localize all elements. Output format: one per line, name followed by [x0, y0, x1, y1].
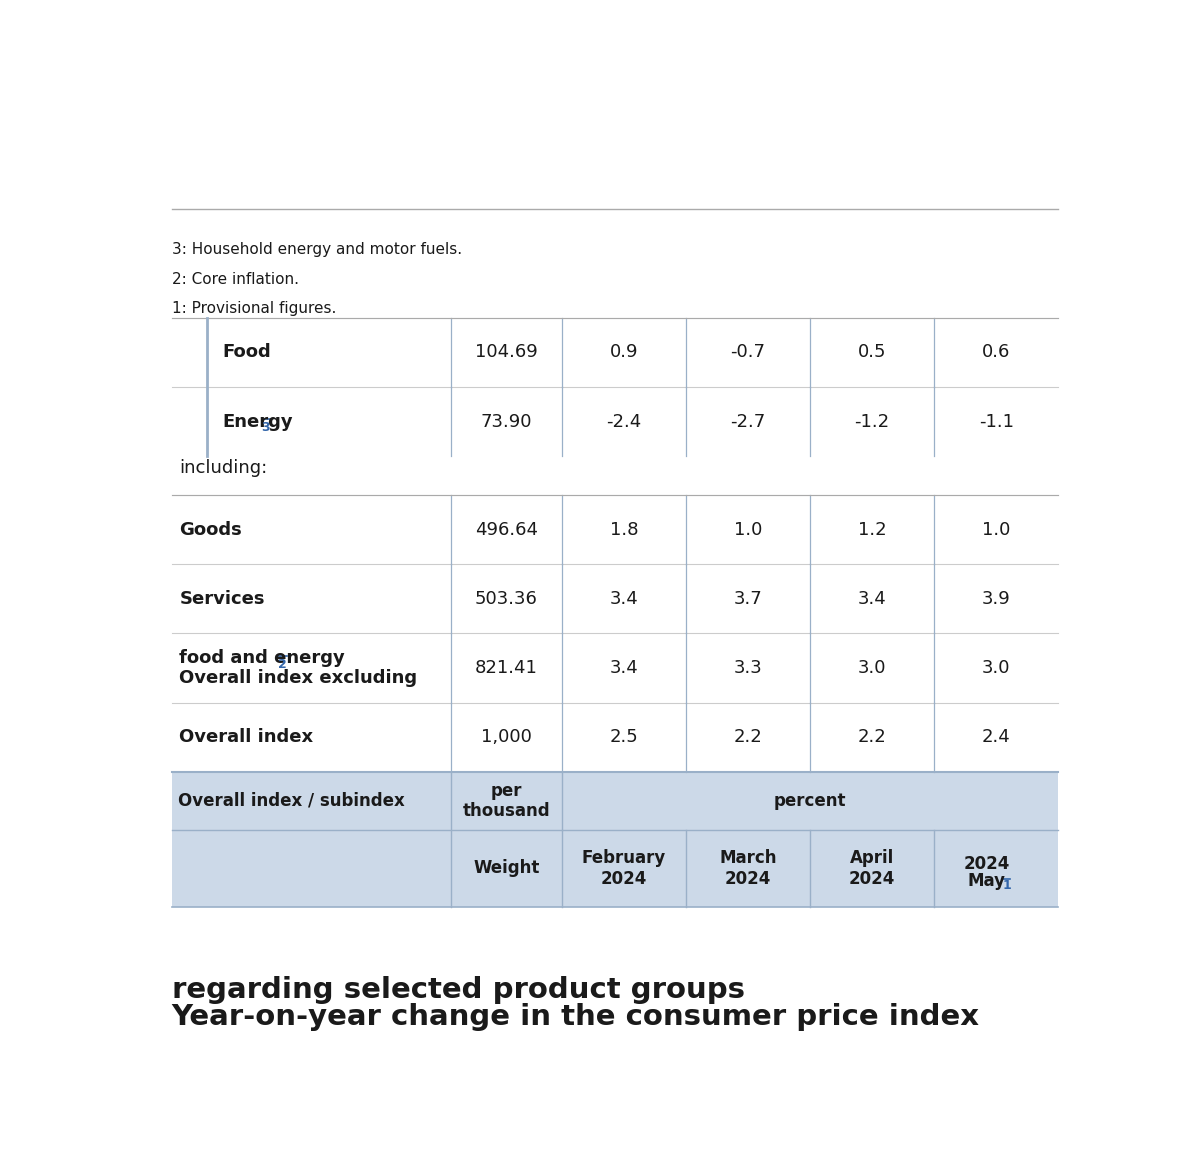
Text: 1.0: 1.0	[982, 520, 1010, 538]
Text: 496.64: 496.64	[475, 520, 538, 538]
Text: February
2024: February 2024	[582, 849, 666, 888]
Text: 3.7: 3.7	[733, 590, 762, 608]
Text: 2: 2	[278, 657, 287, 671]
Text: 3.4: 3.4	[610, 660, 638, 677]
Text: 821.41: 821.41	[475, 660, 538, 677]
Text: Overall index excluding: Overall index excluding	[180, 669, 418, 687]
Text: March
2024: March 2024	[719, 849, 776, 888]
Text: 0.5: 0.5	[858, 344, 887, 361]
Text: 2.2: 2.2	[733, 729, 762, 746]
Text: 2.5: 2.5	[610, 729, 638, 746]
Text: 3.0: 3.0	[982, 660, 1010, 677]
Text: 1: Provisional figures.: 1: Provisional figures.	[172, 301, 336, 316]
Text: 73.90: 73.90	[481, 413, 532, 431]
Bar	[172, 773, 1058, 906]
Text: Overall index: Overall index	[180, 729, 313, 746]
Text: 3.9: 3.9	[982, 590, 1010, 608]
Text: percent: percent	[774, 792, 846, 809]
Text: April
2024: April 2024	[848, 849, 895, 888]
Text: Weight: Weight	[473, 859, 540, 877]
Text: regarding selected product groups: regarding selected product groups	[172, 977, 745, 1004]
Text: 2.2: 2.2	[858, 729, 887, 746]
Text: -1.1: -1.1	[979, 413, 1014, 431]
Text: 2024: 2024	[964, 856, 1010, 874]
Text: 3: 3	[262, 421, 270, 435]
Text: 1,000: 1,000	[481, 729, 532, 746]
Text: including:: including:	[180, 459, 268, 477]
Text: 0.6: 0.6	[982, 344, 1010, 361]
Text: Services: Services	[180, 590, 265, 608]
Text: Overall index / subindex: Overall index / subindex	[178, 792, 404, 809]
Text: per
thousand: per thousand	[462, 782, 551, 820]
Text: 1.0: 1.0	[734, 520, 762, 538]
Text: 1.8: 1.8	[610, 520, 638, 538]
Text: 0.9: 0.9	[610, 344, 638, 361]
Text: 2.4: 2.4	[982, 729, 1010, 746]
Text: 104.69: 104.69	[475, 344, 538, 361]
Text: Food: Food	[222, 344, 271, 361]
Text: 3.3: 3.3	[733, 660, 762, 677]
Text: May: May	[968, 872, 1006, 890]
Text: 1: 1	[1002, 879, 1012, 891]
Text: Energy: Energy	[222, 413, 293, 431]
Text: Goods: Goods	[180, 520, 242, 538]
Text: Year-on-year change in the consumer price index: Year-on-year change in the consumer pric…	[172, 1003, 979, 1031]
Text: 503.36: 503.36	[475, 590, 538, 608]
Text: 3.0: 3.0	[858, 660, 887, 677]
Text: -1.2: -1.2	[854, 413, 889, 431]
Text: 3: Household energy and motor fuels.: 3: Household energy and motor fuels.	[172, 242, 462, 257]
Text: -2.4: -2.4	[606, 413, 642, 431]
Text: 1.2: 1.2	[858, 520, 887, 538]
Text: food and energy: food and energy	[180, 649, 346, 668]
Text: 2: Core inflation.: 2: Core inflation.	[172, 272, 299, 287]
Text: -2.7: -2.7	[731, 413, 766, 431]
Text: 3.4: 3.4	[610, 590, 638, 608]
Text: -0.7: -0.7	[731, 344, 766, 361]
Text: 3.4: 3.4	[858, 590, 887, 608]
